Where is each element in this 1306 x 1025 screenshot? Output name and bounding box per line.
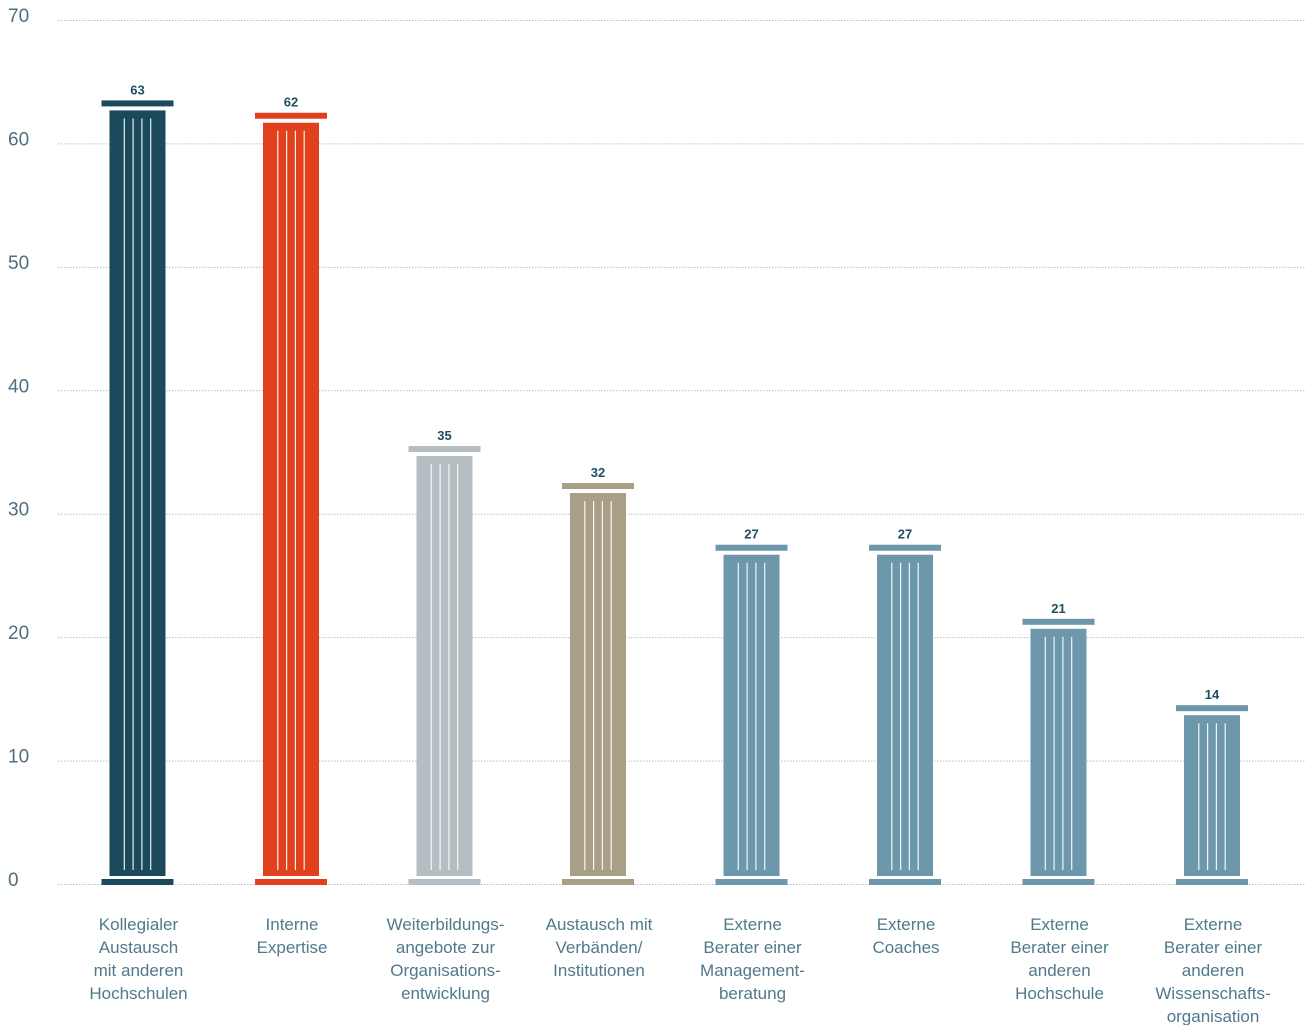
y-tick-label-20: 20 bbox=[8, 623, 29, 644]
x-label-3: Weiterbildungs-angebote zur Organisations… bbox=[387, 915, 505, 1003]
x-label-8: Externe Berater einer anderen Wissenschafts… bbox=[1155, 915, 1270, 1025]
value-label-4: 32 bbox=[591, 465, 605, 480]
bar-base bbox=[101, 879, 174, 885]
bar-4: 32 bbox=[562, 465, 634, 885]
bar-6: 27 bbox=[869, 527, 941, 885]
bar-capital bbox=[408, 446, 481, 452]
y-tick-label-60: 60 bbox=[8, 129, 29, 150]
bar-shaft bbox=[416, 456, 473, 876]
bar-capital bbox=[869, 544, 941, 551]
bar-base bbox=[1022, 879, 1095, 885]
bar-base bbox=[1176, 879, 1248, 885]
bar-base bbox=[408, 879, 481, 885]
bar-8: 14 bbox=[1176, 687, 1248, 885]
bar-base bbox=[255, 879, 327, 885]
value-label-5: 27 bbox=[744, 527, 758, 542]
bar-1: 63 bbox=[101, 82, 174, 885]
value-label-7: 21 bbox=[1051, 601, 1065, 616]
x-label-5: Externe Berater einer Management-beratung bbox=[700, 915, 805, 1003]
x-axis-labels: Kollegialer Austausch mit anderen Hochschul… bbox=[89, 915, 1270, 1025]
value-label-1: 63 bbox=[130, 82, 144, 97]
x-label-7: Externe Berater einer anderen Hochschule bbox=[1010, 915, 1109, 1003]
bar-capital bbox=[1022, 618, 1095, 625]
value-label-6: 27 bbox=[898, 527, 912, 542]
bar-shaft bbox=[570, 493, 626, 876]
bar-3: 35 bbox=[408, 428, 481, 885]
bar-capital bbox=[101, 100, 174, 107]
y-axis-ticks: 0 10 20 30 40 50 60 70 bbox=[8, 6, 29, 891]
bar-shaft bbox=[263, 122, 319, 876]
bar-capital bbox=[562, 483, 634, 490]
bar-shaft bbox=[1184, 715, 1240, 876]
x-label-1: Kollegialer Austausch mit anderen Hochschul… bbox=[89, 915, 187, 1003]
bar-capital bbox=[255, 112, 327, 119]
x-label-2: Interne Expertise bbox=[257, 915, 328, 957]
y-tick-label-30: 30 bbox=[8, 500, 29, 521]
grid-lines bbox=[58, 20, 1306, 885]
value-label-2: 62 bbox=[284, 95, 298, 110]
value-label-3: 35 bbox=[437, 428, 451, 443]
bar-shaft bbox=[109, 110, 166, 876]
bars: 63 62 35 32 27 27 21 14 bbox=[101, 82, 1248, 885]
bar-2: 62 bbox=[255, 95, 327, 885]
bar-base bbox=[562, 879, 634, 885]
bar-shaft bbox=[1030, 628, 1087, 876]
x-label-4: Austausch mit Verbänden/Institutionen bbox=[546, 915, 653, 980]
x-label-6: Externe Coaches bbox=[872, 915, 939, 957]
bar-capital bbox=[715, 544, 788, 551]
bar-shaft bbox=[877, 554, 933, 876]
bar-capital bbox=[1176, 705, 1248, 712]
value-label-8: 14 bbox=[1205, 687, 1220, 702]
bar-7: 21 bbox=[1022, 601, 1095, 885]
y-tick-label-50: 50 bbox=[8, 253, 29, 274]
bar-5: 27 bbox=[715, 527, 788, 885]
y-tick-label-40: 40 bbox=[8, 376, 29, 397]
bar-shaft bbox=[723, 554, 780, 876]
bar-base bbox=[715, 879, 788, 885]
y-tick-label-10: 10 bbox=[8, 747, 29, 768]
y-tick-label-0: 0 bbox=[8, 870, 19, 891]
y-tick-label-70: 70 bbox=[8, 6, 29, 27]
bar-base bbox=[869, 879, 941, 885]
